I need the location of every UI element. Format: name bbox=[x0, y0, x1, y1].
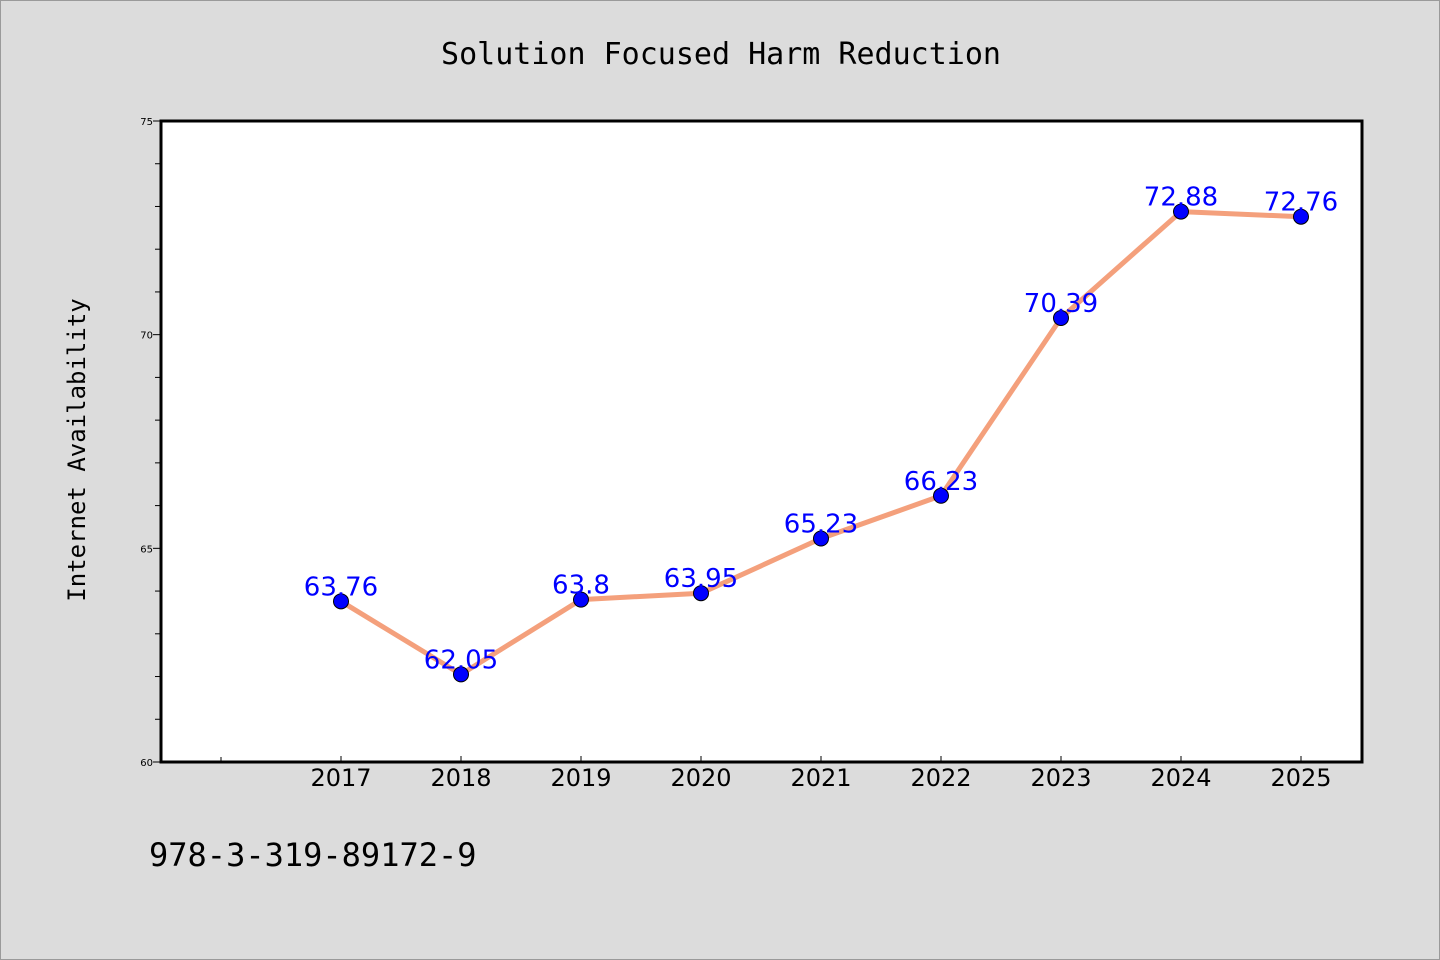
x-tick-label: 2019 bbox=[550, 764, 611, 792]
isbn-footnote: 978-3-319-89172-9 bbox=[149, 836, 477, 874]
data-point bbox=[813, 530, 829, 547]
y-tick-label: 70 bbox=[140, 331, 153, 342]
data-label: 63.76 bbox=[304, 572, 378, 602]
data-point bbox=[1293, 208, 1309, 225]
data-label: 72.76 bbox=[1264, 188, 1338, 218]
x-tick-label: 2018 bbox=[430, 764, 491, 792]
y-axis: 60 65 70 75 bbox=[140, 117, 161, 769]
x-axis: 2017 2018 2019 2020 2021 2022 2023 2024 2025 bbox=[220, 756, 1332, 792]
y-tick-label: 75 bbox=[140, 117, 153, 128]
data-point bbox=[1173, 203, 1189, 220]
data-labels: 63.76 62.05 63.8 63.95 65.23 66.23 70.39 72.88 7… bbox=[304, 183, 1338, 676]
data-markers bbox=[333, 203, 1309, 683]
x-tick-label: 2025 bbox=[1270, 764, 1331, 792]
y-tick-label: 60 bbox=[140, 758, 153, 769]
data-point bbox=[453, 666, 469, 683]
data-point bbox=[333, 593, 349, 610]
data-point bbox=[933, 487, 949, 504]
y-tick-label: 65 bbox=[140, 544, 153, 555]
x-tick-label: 2020 bbox=[670, 764, 731, 792]
chart-title: Solution Focused Harm Reduction bbox=[441, 37, 1001, 72]
data-label: 70.39 bbox=[1024, 289, 1098, 319]
x-tick-label: 2023 bbox=[1030, 764, 1091, 792]
y-axis-label: Internet Availability bbox=[63, 298, 91, 601]
data-label: 72.88 bbox=[1144, 183, 1218, 213]
data-label: 65.23 bbox=[784, 510, 858, 540]
data-point bbox=[1053, 310, 1069, 327]
data-label: 66.23 bbox=[904, 467, 978, 497]
data-label: 62.05 bbox=[424, 645, 498, 675]
data-point bbox=[573, 591, 589, 608]
x-tick-label: 2024 bbox=[1150, 764, 1211, 792]
data-point bbox=[693, 585, 709, 602]
data-label: 63.95 bbox=[664, 564, 738, 594]
data-label: 63.8 bbox=[552, 571, 610, 601]
x-tick-label: 2017 bbox=[310, 764, 371, 792]
x-tick-label: 2021 bbox=[790, 764, 851, 792]
x-tick-label: 2022 bbox=[910, 764, 971, 792]
